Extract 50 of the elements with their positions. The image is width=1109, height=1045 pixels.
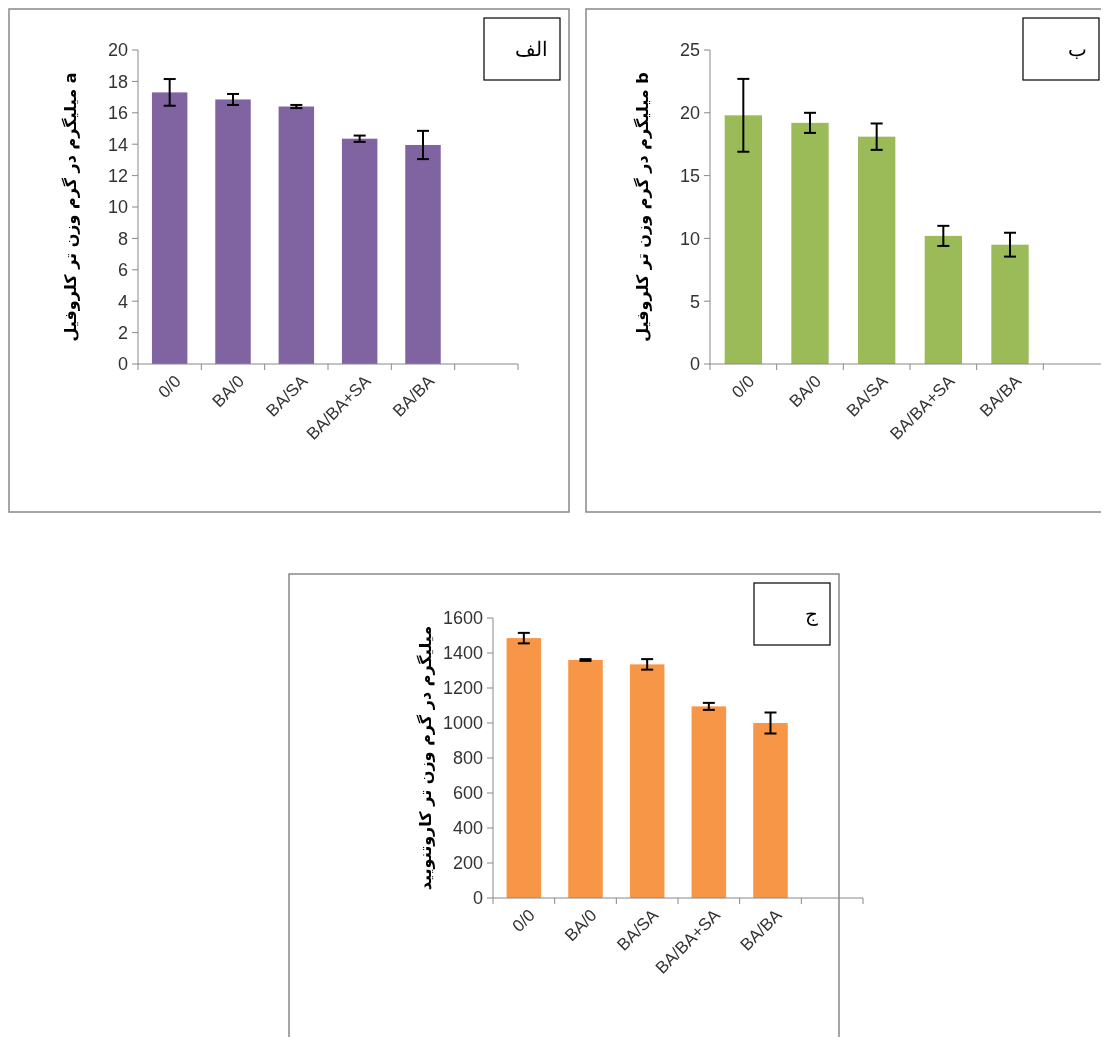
- bar: [341, 138, 378, 364]
- y-tick-label: 10: [679, 228, 700, 249]
- x-tick-label: 0/0: [728, 371, 759, 402]
- x-tick-label: 0/0: [508, 905, 539, 936]
- bar: [151, 92, 188, 364]
- y-axis-title: میلیگرم در گرم وزن تر کاروتنویید: [416, 625, 435, 891]
- annotation: ج: [805, 602, 818, 626]
- y-tick-label: 400: [452, 818, 483, 839]
- y-tick-label: 8: [117, 228, 128, 249]
- y-tick-label: 0: [117, 354, 128, 375]
- y-tick-label: 16: [107, 103, 128, 124]
- y-tick-label: 4: [117, 291, 128, 312]
- y-tick-label: 0: [689, 354, 700, 375]
- bar: [753, 723, 788, 898]
- bar: [724, 115, 762, 364]
- annotation: ب: [1068, 37, 1087, 61]
- bar: [629, 664, 665, 898]
- y-tick-label: 1600: [442, 608, 483, 629]
- y-tick-label: 5: [689, 291, 700, 312]
- y-tick-label: 200: [452, 853, 483, 874]
- y-tick-label: 12: [107, 165, 128, 186]
- y-tick-label: 6: [117, 260, 128, 281]
- y-axis-title: میلیگرم در گرم وزن تر کلروفیل b: [633, 72, 652, 342]
- y-tick-label: 1000: [442, 713, 483, 734]
- y-axis-title: میلیگرم در گرم وزن تر کلروفیل a: [61, 72, 80, 342]
- bar: [506, 638, 542, 898]
- y-tick-label: 10: [107, 197, 128, 218]
- bar: [924, 235, 962, 364]
- y-tick-label: 1400: [442, 643, 483, 664]
- y-tick-label: 20: [679, 103, 700, 124]
- bar: [405, 144, 441, 364]
- y-tick-label: 15: [679, 165, 700, 186]
- annotation: الف: [515, 37, 548, 61]
- y-tick-label: 18: [107, 71, 128, 92]
- bar: [991, 244, 1029, 364]
- bar: [791, 122, 829, 364]
- bar: [568, 660, 603, 898]
- bar: [278, 106, 315, 364]
- y-tick-label: 800: [452, 748, 483, 769]
- y-tick-label: 2: [117, 322, 128, 343]
- y-tick-label: 14: [107, 134, 128, 155]
- bar: [858, 136, 896, 364]
- bar: [691, 706, 727, 898]
- y-tick-label: 600: [452, 783, 483, 804]
- bar: [215, 99, 251, 364]
- y-tick-label: 1200: [442, 678, 483, 699]
- y-tick-label: 25: [679, 40, 700, 61]
- x-tick-label: 0/0: [154, 371, 185, 402]
- y-tick-label: 20: [107, 40, 128, 61]
- y-tick-label: 0: [472, 888, 483, 909]
